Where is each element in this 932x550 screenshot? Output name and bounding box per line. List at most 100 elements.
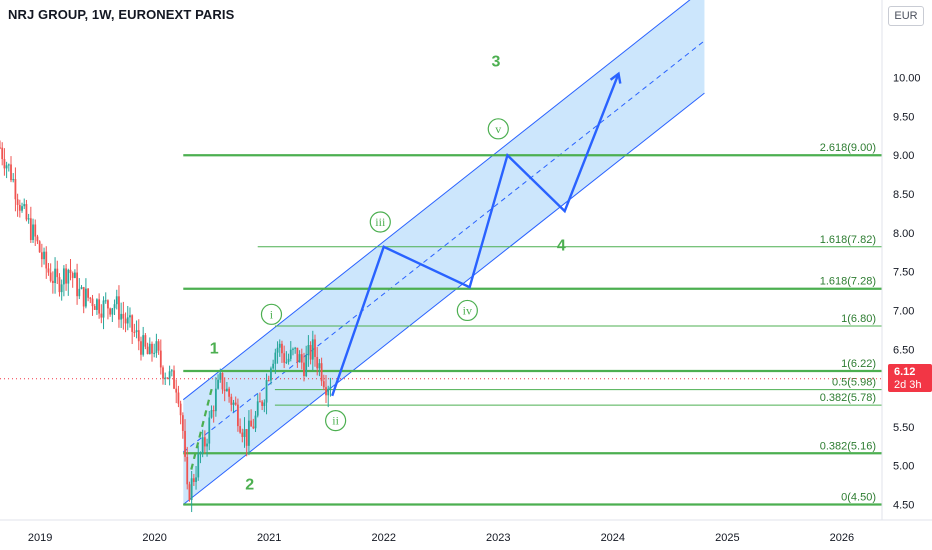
candle-body (274, 352, 277, 364)
wave-label-major: 3 (492, 54, 501, 71)
candle-body (190, 478, 193, 501)
candle-body (102, 300, 105, 318)
y-tick-label: 9.50 (893, 111, 914, 123)
wave-label-minor: i (270, 307, 274, 321)
candle-body (225, 388, 228, 392)
candle-body (237, 404, 239, 427)
candle-body (316, 356, 319, 369)
candle-body (252, 426, 255, 429)
candle-body (248, 420, 250, 446)
wave-label-major: 2 (245, 477, 254, 494)
candle-body (148, 343, 151, 355)
candle-body (327, 388, 330, 396)
candle-body (241, 432, 244, 437)
candle-body (91, 298, 94, 307)
candle-body (206, 443, 208, 447)
candle-body (54, 268, 56, 284)
wave-arrowhead (609, 71, 622, 84)
candle-body (32, 224, 34, 240)
candle-body (38, 241, 41, 253)
candle-body (199, 453, 202, 455)
fib-level-label: 1(6.22) (841, 358, 876, 370)
channel-lower-line (182, 92, 705, 505)
currency-button[interactable]: EUR (888, 6, 924, 26)
candle-body (131, 315, 134, 332)
fib-level-label: 0(4.50) (841, 491, 876, 503)
candle-body (135, 330, 138, 333)
candle-body (177, 392, 180, 404)
wave-label-minor: v (495, 122, 501, 136)
fib-level-label: 0.382(5.16) (820, 440, 876, 452)
candle-body (259, 401, 261, 403)
candle-body (100, 313, 103, 318)
candle-body (56, 268, 59, 278)
candle-body (292, 348, 294, 350)
fib-level-label: 0.382(5.78) (820, 392, 876, 404)
candle-body (40, 252, 43, 260)
wave-label-major: 1 (210, 341, 219, 358)
candle-body (58, 277, 61, 293)
candle-body (23, 204, 26, 207)
candle-body (294, 347, 297, 349)
candle-body (320, 363, 323, 382)
candle-body (261, 401, 264, 406)
candle-body (25, 204, 28, 220)
candle-body (298, 354, 301, 363)
y-tick-label: 6.50 (893, 344, 914, 356)
candle-body (245, 429, 248, 446)
candle-body (51, 280, 54, 284)
candle-body (14, 179, 17, 200)
candle-body (281, 343, 283, 354)
candle-body (188, 484, 191, 501)
candle-body (311, 339, 314, 360)
candle-body (113, 304, 116, 309)
candle-body (5, 165, 8, 169)
candle-body (93, 306, 96, 310)
candle-body (157, 341, 160, 351)
candle-body (1, 147, 4, 160)
candle-body (49, 272, 52, 281)
candle-body (318, 363, 321, 369)
fib-level-label: 1(6.80) (841, 313, 876, 325)
candle-body (29, 218, 32, 240)
wave-label-circle (369, 211, 391, 233)
candle-body (232, 402, 235, 405)
fib-level-label: 1.618(7.28) (820, 276, 876, 288)
candle-body (192, 478, 195, 482)
candle-body (234, 402, 237, 405)
candle-body (285, 361, 288, 363)
candle-body (278, 343, 281, 348)
x-tick-label: 2026 (830, 532, 854, 544)
last-price-tag: 6.12 2d 3h (888, 364, 932, 392)
candle-body (186, 456, 189, 485)
candle-body (296, 347, 299, 363)
candle-body (159, 350, 162, 368)
candle-body (197, 454, 200, 478)
candle-body (263, 402, 266, 406)
candle-body (254, 415, 257, 429)
y-tick-label: 7.50 (893, 267, 914, 279)
channel-median-line (182, 40, 705, 453)
candle-body (115, 296, 118, 305)
wave-path (331, 73, 620, 397)
candle-body (111, 308, 114, 315)
candle-body (98, 299, 101, 314)
candle-body (126, 317, 129, 324)
candle-body (314, 339, 316, 357)
candle-body (325, 387, 327, 396)
candle-body (168, 371, 171, 379)
candle-body (137, 330, 140, 342)
chart-title: NRJ GROUP, 1W, EURONEXT PARIS (8, 7, 235, 22)
y-tick-label: 5.00 (893, 461, 914, 473)
candle-body (272, 363, 275, 369)
candle-body (217, 379, 219, 389)
wave-label-major: 4 (557, 237, 566, 254)
wave-label-circle (487, 118, 509, 140)
wave-label-circle (260, 303, 283, 325)
plot-area: 2.618(9.00) 1.618(7.82) 1.618(7.28) 1(6.80)… (0, 0, 882, 513)
candle-body (289, 349, 292, 359)
candle-body (300, 354, 303, 363)
candle-body (82, 287, 85, 307)
candle-body (210, 410, 213, 418)
